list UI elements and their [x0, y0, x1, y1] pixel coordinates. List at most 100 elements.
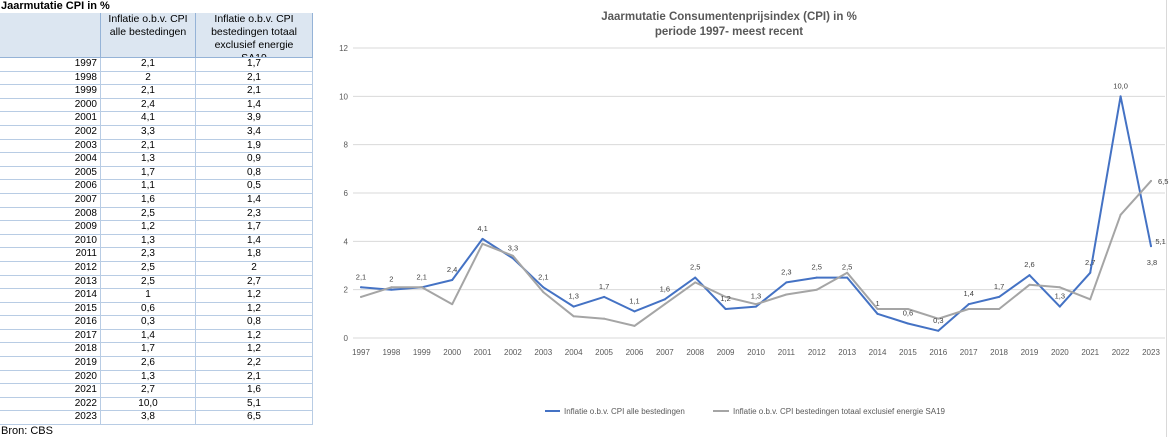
cpi-excl-energy-cell[interactable]: 1,6	[196, 384, 313, 397]
table-row: 2003 2,1 1,9	[0, 139, 313, 154]
cpi-excl-energy-cell[interactable]: 1,2	[196, 329, 313, 343]
year-cell[interactable]: 1997	[0, 58, 101, 71]
year-cell[interactable]: 2021	[0, 384, 101, 397]
cpi-all-cell[interactable]: 1,4	[101, 329, 196, 343]
cpi-all-cell[interactable]: 1,7	[101, 166, 196, 180]
cpi-all-cell[interactable]: 1,3	[101, 153, 196, 166]
cpi-excl-energy-cell[interactable]: 0,5	[196, 180, 313, 193]
year-cell[interactable]: 2018	[0, 343, 101, 357]
cpi-excl-energy-cell[interactable]: 3,9	[196, 112, 313, 125]
cpi-excl-energy-cell[interactable]: 1,2	[196, 343, 313, 357]
data-label: 1,7	[599, 282, 609, 291]
cpi-all-cell[interactable]: 2,3	[101, 248, 196, 261]
year-cell[interactable]: 2008	[0, 207, 101, 221]
cpi-all-cell[interactable]: 1,6	[101, 193, 196, 207]
cpi-all-cell[interactable]: 2,7	[101, 384, 196, 397]
cpi-excl-energy-cell[interactable]: 1,4	[196, 98, 313, 112]
cpi-all-cell[interactable]: 1	[101, 289, 196, 302]
legend-item-cpi-all[interactable]: Inflatie o.b.v. CPI alle bestedingen	[545, 407, 685, 416]
year-cell[interactable]: 2007	[0, 193, 101, 207]
year-cell[interactable]: 2004	[0, 153, 101, 166]
header-cell-cpi-all[interactable]: Inflatie o.b.v. CPI alle bestedingen	[101, 13, 196, 57]
cpi-all-cell[interactable]: 3,8	[101, 411, 196, 425]
year-cell[interactable]: 2022	[0, 397, 101, 411]
data-label: 2	[389, 275, 393, 284]
year-cell[interactable]: 2009	[0, 221, 101, 234]
year-cell[interactable]: 2001	[0, 112, 101, 125]
data-label: 2,1	[538, 272, 548, 281]
data-point	[451, 279, 454, 281]
cpi-excl-energy-cell[interactable]: 2,1	[196, 71, 313, 85]
cpi-all-cell[interactable]: 1,3	[101, 234, 196, 248]
year-cell[interactable]: 2014	[0, 289, 101, 302]
cpi-excl-energy-cell[interactable]: 2,1	[196, 370, 313, 384]
cpi-line-chart[interactable]: Jaarmutatie Consumentenprijsindex (CPI) …	[313, 0, 1170, 437]
cpi-excl-energy-cell[interactable]: 2,2	[196, 357, 313, 370]
table-row: 2019 2,6 2,2	[0, 357, 313, 371]
year-cell[interactable]: 1998	[0, 71, 101, 85]
cpi-all-cell[interactable]: 2,5	[101, 275, 196, 289]
year-cell[interactable]: 2012	[0, 261, 101, 275]
year-cell[interactable]: 1999	[0, 85, 101, 98]
year-cell[interactable]: 2010	[0, 234, 101, 248]
cpi-all-cell[interactable]: 1,2	[101, 221, 196, 234]
cpi-excl-energy-cell[interactable]: 1,4	[196, 234, 313, 248]
year-cell[interactable]: 2011	[0, 248, 101, 261]
cpi-all-cell[interactable]: 2,1	[101, 85, 196, 98]
cpi-excl-energy-cell[interactable]: 3,4	[196, 125, 313, 139]
cpi-excl-energy-cell[interactable]: 2	[196, 261, 313, 275]
cpi-all-cell[interactable]: 2,5	[101, 261, 196, 275]
data-label: 1,3	[751, 292, 761, 301]
cpi-all-cell[interactable]: 2,6	[101, 357, 196, 370]
year-cell[interactable]: 2020	[0, 370, 101, 384]
cpi-excl-energy-cell[interactable]: 1,2	[196, 289, 313, 302]
x-tick-label: 2020	[1051, 348, 1069, 357]
cpi-excl-energy-cell[interactable]: 1,9	[196, 139, 313, 153]
year-cell[interactable]: 2006	[0, 180, 101, 193]
cpi-excl-energy-cell[interactable]: 1,4	[196, 193, 313, 207]
year-cell[interactable]: 2023	[0, 411, 101, 425]
header-cell-year[interactable]	[0, 13, 101, 57]
data-label: 0,3	[933, 316, 943, 325]
legend-item-cpi-excl-energy[interactable]: Inflatie o.b.v. CPI bestedingen totaal e…	[713, 407, 946, 416]
cpi-all-cell[interactable]: 2	[101, 71, 196, 85]
cpi-excl-energy-cell[interactable]: 2,7	[196, 275, 313, 289]
cpi-excl-energy-cell[interactable]: 1,7	[196, 221, 313, 234]
cpi-all-cell[interactable]: 2,1	[101, 139, 196, 153]
cpi-excl-energy-cell[interactable]: 0,8	[196, 316, 313, 329]
cpi-all-cell[interactable]: 1,7	[101, 343, 196, 357]
cpi-excl-energy-cell[interactable]: 5,1	[196, 397, 313, 411]
year-cell[interactable]: 2019	[0, 357, 101, 370]
year-cell[interactable]: 2016	[0, 316, 101, 329]
year-cell[interactable]: 2017	[0, 329, 101, 343]
cpi-excl-energy-cell[interactable]: 6,5	[196, 411, 313, 425]
cpi-excl-energy-cell[interactable]: 0,9	[196, 153, 313, 166]
data-point	[876, 312, 879, 315]
cpi-all-cell[interactable]: 0,6	[101, 302, 196, 316]
cpi-excl-energy-cell[interactable]: 2,1	[196, 85, 313, 98]
year-cell[interactable]: 2013	[0, 275, 101, 289]
cpi-all-cell[interactable]: 2,4	[101, 98, 196, 112]
cpi-all-cell[interactable]: 1,3	[101, 370, 196, 384]
year-cell[interactable]: 2005	[0, 166, 101, 180]
cpi-excl-energy-cell[interactable]: 2,3	[196, 207, 313, 221]
cpi-excl-energy-cell[interactable]: 1,2	[196, 302, 313, 316]
cpi-all-cell[interactable]: 2,1	[101, 58, 196, 71]
cpi-all-cell[interactable]: 2,5	[101, 207, 196, 221]
cpi-all-cell[interactable]: 4,1	[101, 112, 196, 125]
cpi-excl-energy-cell[interactable]: 1,8	[196, 248, 313, 261]
header-cell-cpi-excl-energy[interactable]: Inflatie o.b.v. CPI bestedingen totaal e…	[196, 13, 313, 57]
cpi-all-cell[interactable]: 1,1	[101, 180, 196, 193]
source-note-cell[interactable]: Bron: CBS	[1, 425, 53, 437]
year-cell[interactable]: 2015	[0, 302, 101, 316]
table-title-cell[interactable]: Jaarmutatie CPI in %	[1, 0, 110, 12]
year-cell[interactable]: 2003	[0, 139, 101, 153]
year-cell[interactable]: 2002	[0, 125, 101, 139]
year-cell[interactable]: 2000	[0, 98, 101, 112]
cpi-excl-energy-cell[interactable]: 1,7	[196, 58, 313, 71]
table-row: 2020 1,3 2,1	[0, 370, 313, 385]
cpi-all-cell[interactable]: 0,3	[101, 316, 196, 329]
cpi-excl-energy-cell[interactable]: 0,8	[196, 166, 313, 180]
cpi-all-cell[interactable]: 10,0	[101, 397, 196, 411]
cpi-all-cell[interactable]: 3,3	[101, 125, 196, 139]
